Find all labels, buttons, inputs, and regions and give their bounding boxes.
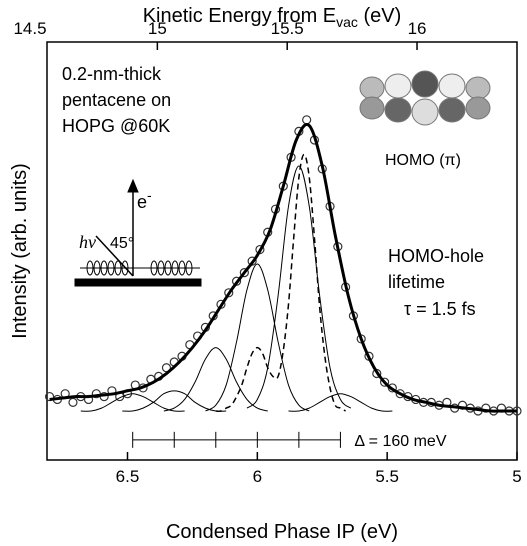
data-point (224, 288, 234, 298)
homo-orbital-picture (359, 70, 491, 126)
annotation: e- (137, 187, 152, 212)
x-tick-label: 5 (512, 467, 521, 486)
curve (122, 390, 227, 412)
curve (49, 123, 517, 413)
data-point (395, 389, 405, 399)
y-axis-title: Intensity (arb. units) (9, 163, 31, 339)
electron-label: e (137, 192, 147, 212)
top-x-tick-label: 15 (148, 19, 167, 38)
annotation: 0.2-nm-thick (62, 64, 162, 84)
x-axis-title: Condensed Phase IP (eV) (166, 521, 398, 543)
top-axis-title: Kinetic Energy from Evac (eV) (143, 5, 402, 30)
annotation: τ = 1.5 fs (404, 299, 476, 319)
curve (80, 393, 185, 412)
top-x-tick-label: 14.5 (13, 19, 46, 38)
annotation: hν (79, 232, 96, 252)
x-tick-label: 5.5 (375, 467, 399, 486)
annotation: pentacene on (62, 90, 171, 110)
annotation: HOMO-hole (388, 246, 484, 266)
data-point (44, 391, 55, 402)
annotation: 45° (110, 235, 134, 252)
data-point (68, 397, 78, 407)
curve (288, 393, 393, 412)
x-tick-label: 6.5 (116, 467, 140, 486)
dashed-curve (215, 153, 346, 412)
data-point (91, 389, 101, 399)
progression-label: Δ = 160 meV (354, 433, 446, 450)
curve (246, 165, 352, 409)
x-tick-label: 6 (253, 467, 262, 486)
plot-frame (46, 41, 518, 461)
curve (205, 263, 310, 412)
annotation: HOMO (π) (385, 152, 461, 169)
curve (163, 347, 268, 412)
substrate-inset (74, 178, 202, 287)
annotation: lifetime (388, 272, 445, 292)
data-point (379, 377, 390, 387)
top-axis-title-main: Kinetic Energy from E (143, 5, 336, 27)
top-axis-title-sub: vac (336, 14, 358, 30)
electron-charge: - (147, 187, 152, 203)
data-point (239, 268, 249, 278)
data-point (481, 403, 491, 413)
top-x-tick-label: 15.5 (271, 19, 304, 38)
annotation: HOPG @60K (62, 116, 170, 136)
data-point (302, 115, 312, 125)
top-axis-title-unit: (eV) (358, 5, 401, 27)
top-x-tick-label: 16 (408, 19, 427, 38)
